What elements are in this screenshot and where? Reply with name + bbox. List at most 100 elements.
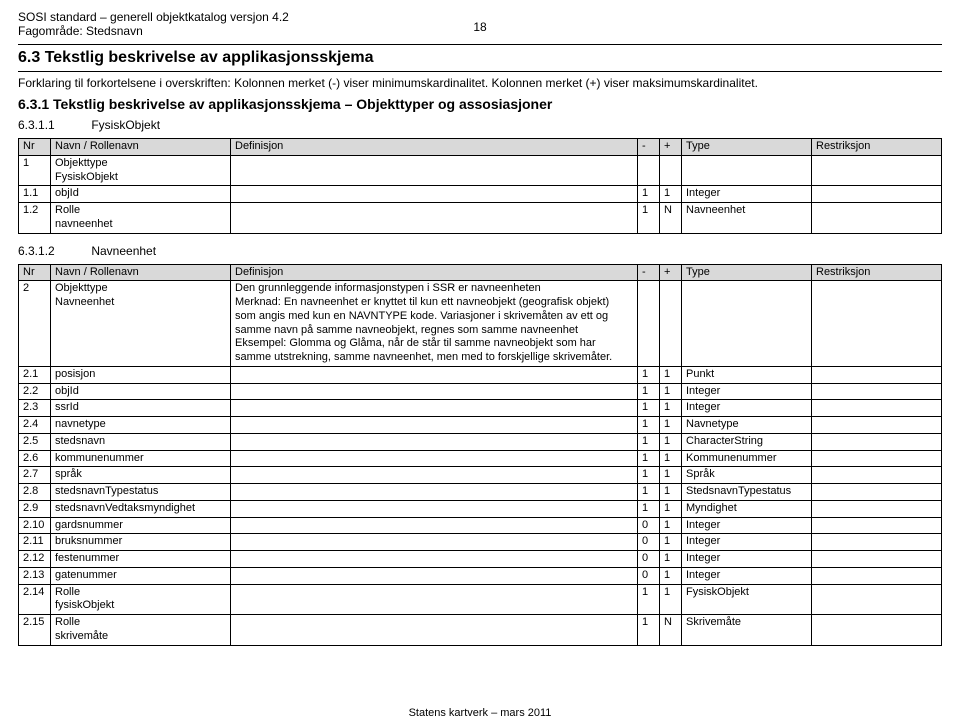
cell-type: Integer — [682, 383, 812, 400]
cell-type: Skrivemåte — [682, 615, 812, 646]
cell-p: 1 — [660, 400, 682, 417]
cell-p — [660, 155, 682, 186]
cell-def — [231, 584, 638, 615]
table-row: 2.13gatenummer01Integer — [19, 567, 942, 584]
cell-rest — [812, 500, 942, 517]
cell-rest — [812, 281, 942, 367]
col-navn: Navn / Rollenavn — [51, 264, 231, 281]
section-h2: 6.3.1 Tekstlig beskrivelse av applikasjo… — [18, 96, 942, 112]
table-header-row: Nr Navn / Rollenavn Definisjon - + Type … — [19, 264, 942, 281]
cell-m: 1 — [638, 484, 660, 501]
cell-m: 1 — [638, 450, 660, 467]
cell-m: 1 — [638, 615, 660, 646]
cell-def — [231, 567, 638, 584]
table-row: 2.8stedsnavnTypestatus11StedsnavnTypesta… — [19, 484, 942, 501]
table-row: 1.2Rollenavneenhet1NNavneenhet — [19, 203, 942, 234]
cell-p — [660, 281, 682, 367]
table-navneenhet: Nr Navn / Rollenavn Definisjon - + Type … — [18, 264, 942, 646]
cell-p: 1 — [660, 450, 682, 467]
table-fysiskobjekt: Nr Navn / Rollenavn Definisjon - + Type … — [18, 138, 942, 234]
cell-def — [231, 615, 638, 646]
h3b-num: 6.3.1.2 — [18, 244, 88, 258]
cell-navn: objId — [51, 383, 231, 400]
cell-navn: posisjon — [51, 366, 231, 383]
col-plus: + — [660, 139, 682, 156]
cell-rest — [812, 433, 942, 450]
cell-rest — [812, 534, 942, 551]
cell-p: 1 — [660, 584, 682, 615]
cell-navn: språk — [51, 467, 231, 484]
cell-nr: 1.1 — [19, 186, 51, 203]
cell-navn: gatenummer — [51, 567, 231, 584]
cell-p: 1 — [660, 517, 682, 534]
cell-navn: gardsnummer — [51, 517, 231, 534]
cell-def — [231, 155, 638, 186]
cell-navn: Rollenavneenhet — [51, 203, 231, 234]
cell-rest — [812, 567, 942, 584]
col-nr: Nr — [19, 139, 51, 156]
cell-rest — [812, 155, 942, 186]
col-minus: - — [638, 264, 660, 281]
cell-nr: 2.14 — [19, 584, 51, 615]
cell-rest — [812, 203, 942, 234]
cell-def — [231, 186, 638, 203]
col-minus: - — [638, 139, 660, 156]
cell-nr: 2.7 — [19, 467, 51, 484]
cell-nr: 2.6 — [19, 450, 51, 467]
cell-navn: ObjekttypeFysiskObjekt — [51, 155, 231, 186]
cell-def — [231, 433, 638, 450]
cell-type — [682, 281, 812, 367]
cell-nr: 2.9 — [19, 500, 51, 517]
cell-type: Integer — [682, 517, 812, 534]
cell-m: 1 — [638, 383, 660, 400]
h1-rule — [18, 71, 942, 72]
page-footer: Statens kartverk – mars 2011 — [0, 707, 960, 719]
cell-nr: 2.12 — [19, 551, 51, 568]
cell-def — [231, 551, 638, 568]
cell-m: 1 — [638, 203, 660, 234]
cell-m: 1 — [638, 433, 660, 450]
col-def: Definisjon — [231, 264, 638, 281]
section-intro: Forklaring til forkortelsene i overskrif… — [18, 76, 942, 90]
cell-nr: 2.11 — [19, 534, 51, 551]
table-row: 2ObjekttypeNavneenhetDen grunnleggende i… — [19, 281, 942, 367]
section-h3b: 6.3.1.2 Navneenhet — [18, 244, 942, 258]
cell-navn: stedsnavnVedtaksmyndighet — [51, 500, 231, 517]
cell-navn: navnetype — [51, 417, 231, 434]
cell-rest — [812, 551, 942, 568]
cell-navn: ObjekttypeNavneenhet — [51, 281, 231, 367]
cell-def — [231, 400, 638, 417]
table-row: 2.10gardsnummer01Integer — [19, 517, 942, 534]
table-row: 2.12festenummer01Integer — [19, 551, 942, 568]
col-rest: Restriksjon — [812, 139, 942, 156]
table-row: 2.1posisjon11Punkt — [19, 366, 942, 383]
cell-navn: bruksnummer — [51, 534, 231, 551]
h3a-title: FysiskObjekt — [91, 118, 160, 132]
cell-type: Kommunenummer — [682, 450, 812, 467]
cell-rest — [812, 467, 942, 484]
cell-m: 0 — [638, 551, 660, 568]
cell-nr: 2.15 — [19, 615, 51, 646]
cell-nr: 2.8 — [19, 484, 51, 501]
cell-def — [231, 383, 638, 400]
cell-rest — [812, 615, 942, 646]
col-type: Type — [682, 264, 812, 281]
cell-rest — [812, 400, 942, 417]
cell-m: 1 — [638, 366, 660, 383]
table-row: 1ObjekttypeFysiskObjekt — [19, 155, 942, 186]
table-header-row: Nr Navn / Rollenavn Definisjon - + Type … — [19, 139, 942, 156]
cell-def — [231, 203, 638, 234]
cell-nr: 2.1 — [19, 366, 51, 383]
table-row: 2.5stedsnavn11CharacterString — [19, 433, 942, 450]
cell-nr: 2.4 — [19, 417, 51, 434]
cell-m: 0 — [638, 517, 660, 534]
doc-header: SOSI standard – generell objektkatalog v… — [18, 10, 942, 42]
cell-p: 1 — [660, 417, 682, 434]
cell-m — [638, 155, 660, 186]
cell-type: Integer — [682, 186, 812, 203]
cell-def — [231, 467, 638, 484]
cell-nr: 2.2 — [19, 383, 51, 400]
cell-navn: stedsnavnTypestatus — [51, 484, 231, 501]
cell-p: 1 — [660, 534, 682, 551]
cell-type: Språk — [682, 467, 812, 484]
